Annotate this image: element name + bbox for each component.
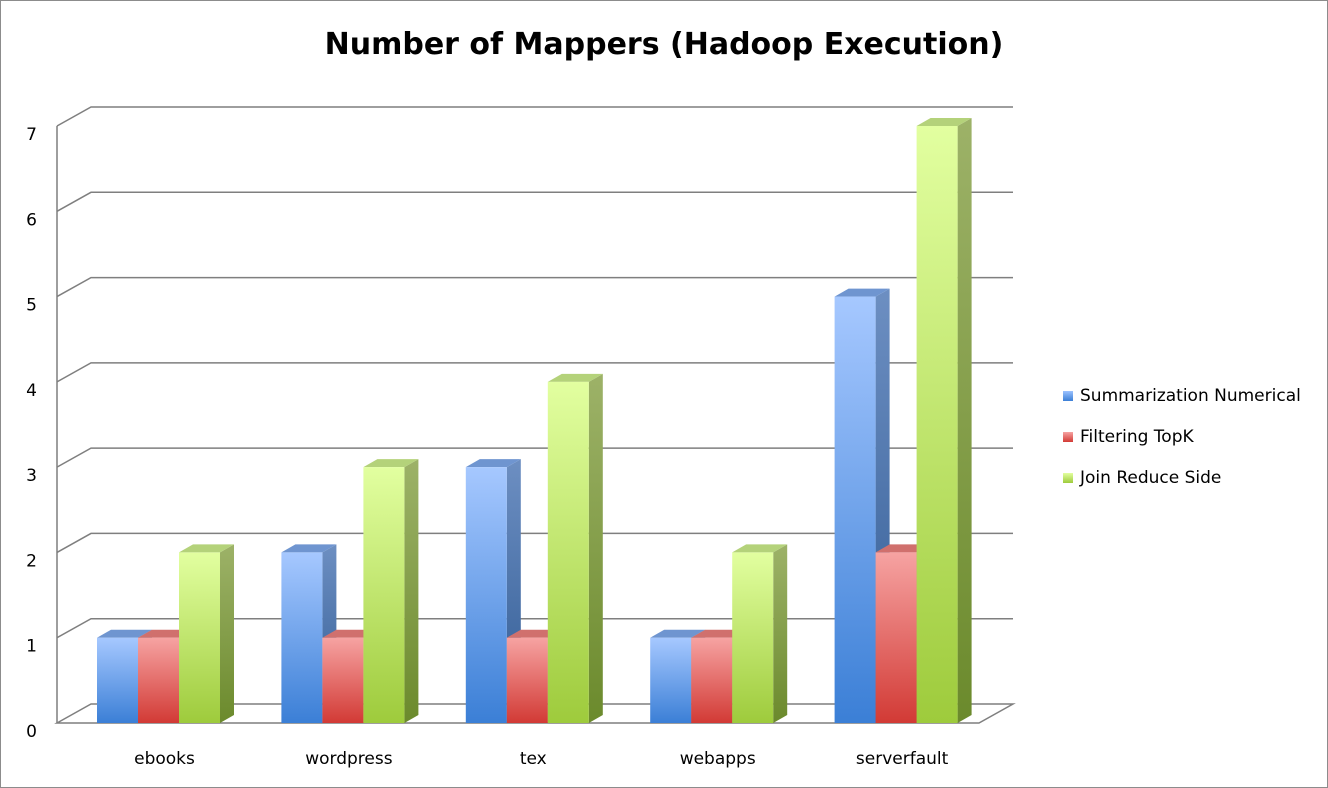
x-category-label: webapps	[680, 749, 756, 769]
bar	[179, 544, 234, 723]
chart-title: Number of Mappers (Hadoop Execution)	[324, 27, 1004, 62]
bar	[363, 459, 419, 723]
legend: Summarization Numerical Filtering TopK Joi…	[1063, 375, 1301, 498]
y-tick-label: 3	[26, 466, 37, 486]
x-category-label: wordpress	[305, 749, 393, 769]
x-category-label: serverfault	[856, 749, 949, 769]
legend-swatch	[1063, 472, 1073, 483]
x-category-label: ebooks	[134, 749, 195, 769]
bar	[281, 544, 337, 723]
y-tick-label: 6	[26, 210, 37, 230]
gridline	[56, 191, 1013, 212]
y-tick-label: 0	[26, 722, 37, 742]
legend-label: Filtering TopK	[1080, 426, 1194, 447]
bar	[547, 373, 603, 723]
gridline	[56, 362, 1013, 383]
y-tick-label: 4	[26, 381, 37, 401]
legend-label: Join Reduce Side	[1080, 467, 1222, 488]
bar	[732, 544, 788, 723]
gridline	[56, 532, 1013, 554]
legend-item: Summarization Numerical	[1063, 375, 1301, 416]
bar	[916, 118, 972, 723]
y-tick-label: 5	[26, 296, 37, 316]
legend-label: Summarization Numerical	[1080, 385, 1301, 406]
legend-swatch	[1063, 390, 1073, 401]
legend-item: Filtering TopK	[1063, 416, 1301, 457]
gridline	[56, 106, 1013, 127]
y-tick-label: 1	[26, 637, 37, 657]
legend-swatch	[1063, 431, 1073, 442]
gridline	[56, 276, 1013, 298]
labels-layer: 0 1 2 3 4 5 6 7 ebooks wordpress tex webapps serverf…	[26, 125, 948, 769]
y-tick-label: 7	[26, 125, 37, 145]
y-tick-label: 2	[26, 551, 37, 571]
gridline	[56, 447, 1013, 468]
bar	[465, 459, 521, 723]
bars-layer	[97, 118, 972, 723]
x-category-label: tex	[520, 749, 547, 769]
gridline	[56, 617, 1013, 639]
legend-item: Join Reduce Side	[1063, 457, 1301, 498]
